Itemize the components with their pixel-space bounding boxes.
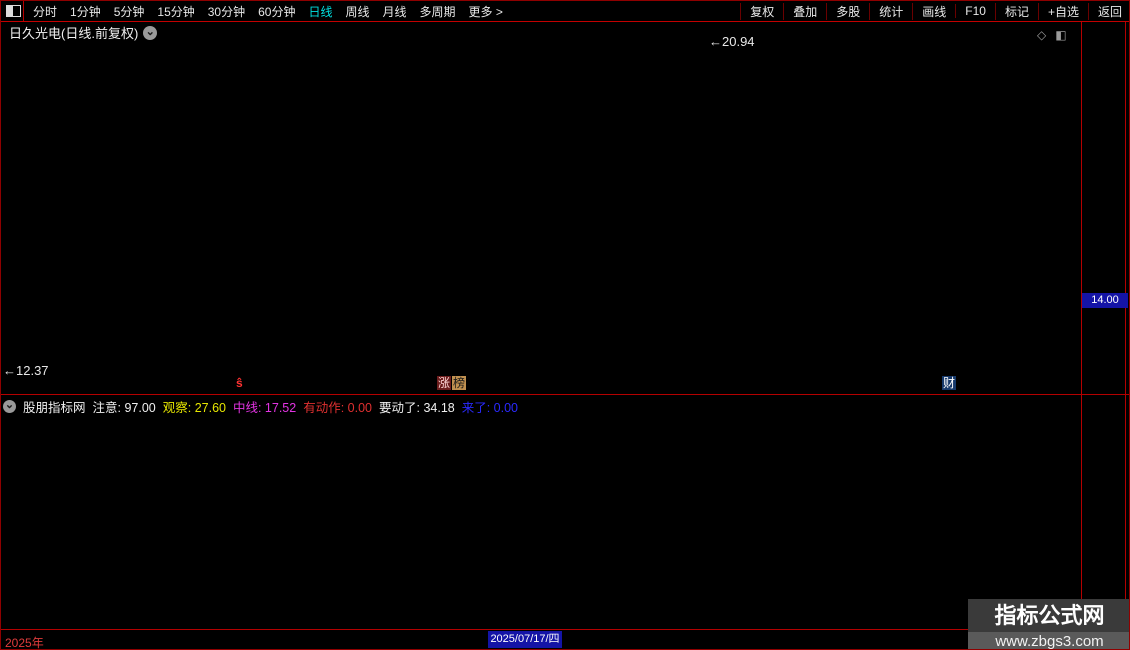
legend-观察: 观察: 27.60 (162, 401, 226, 415)
menu-item-+自选[interactable]: +自选 (1037, 2, 1088, 20)
menu-item-1分钟[interactable]: 1分钟 (70, 4, 101, 19)
chevron-down-icon[interactable]: ⌄ (143, 25, 158, 40)
menu-item-多股[interactable]: 多股 (826, 2, 869, 20)
panel-chevron-icon[interactable]: ⌄ (3, 399, 16, 413)
signal-s-mark: ŝ (236, 376, 243, 390)
watermark-url: www.zbgs3.com (968, 632, 1129, 649)
menu-item-F10[interactable]: F10 (955, 4, 995, 18)
cai-badge[interactable]: 财 (942, 376, 957, 390)
window-split-icon[interactable] (6, 5, 21, 17)
page-title: 日久光电(日线.前复权) (9, 26, 139, 41)
menu-item-月线[interactable]: 月线 (382, 4, 407, 19)
tool-menu: 复权 叠加 多股 统计 画线 F10 标记 +自选 返回 (740, 1, 1129, 21)
cursor-date-box: 2025/07/17/四 (488, 631, 562, 648)
indicator-site-name: 股朋指标网 (23, 401, 86, 415)
menu-item-周线[interactable]: 周线 (345, 4, 370, 19)
panel-split-icon[interactable]: ◧ (1055, 28, 1067, 42)
menu-item-5分钟[interactable]: 5分钟 (113, 4, 145, 19)
menu-item-返回[interactable]: 返回 (1087, 2, 1129, 20)
year-label: 2025年 (5, 636, 44, 650)
time-axis: 2025年 2025/07/17/四 (1, 630, 1129, 650)
menu-item-15分钟[interactable]: 15分钟 (157, 4, 195, 19)
menu-item-画线[interactable]: 画线 (912, 2, 955, 20)
menu-item-分时[interactable]: 分时 (33, 4, 58, 19)
period-menu: 分时 1分钟 5分钟 15分钟 30分钟 60分钟 日线 周线 月线 多周期 更多 > (33, 3, 503, 20)
top-menu-bar: 分时 1分钟 5分钟 15分钟 30分钟 60分钟 日线 周线 月线 多周期 更多 > 复权 叠加 多股… (1, 1, 1129, 22)
menu-item-多周期[interactable]: 多周期 (419, 4, 456, 19)
watermark: 指标公式网 www.zbgs3.com (968, 599, 1129, 649)
low-annotation: ←12.37 (3, 363, 49, 378)
zhang-badge[interactable]: 涨 (437, 376, 452, 390)
indicator-legend: ⌄ 股朋指标网 注意: 97.00 观察: 27.60 中线: 17.52 有动作: … (3, 397, 518, 416)
watermark-title: 指标公式网 (994, 603, 1105, 628)
price-highlight-box: 14.00 (1082, 293, 1128, 308)
menu-item-复权[interactable]: 复权 (740, 2, 783, 20)
menu-item-日线[interactable]: 日线 (308, 4, 333, 19)
legend-中线: 中线: 17.52 (232, 401, 297, 415)
menu-item-统计[interactable]: 统计 (869, 2, 912, 20)
menu-item-标记[interactable]: 标记 (994, 2, 1038, 20)
legend-注意: 注意: 97.00 (92, 401, 156, 415)
menu-item-更多 >[interactable]: 更多 > (468, 4, 503, 19)
diamond-icon[interactable]: ◇ (1037, 28, 1047, 42)
menu-item-叠加[interactable]: 叠加 (783, 2, 826, 20)
legend-要动了: 要动了: 34.18 (379, 401, 455, 415)
legend-有动作: 有动作: 0.00 (303, 401, 372, 415)
menu-item-30分钟[interactable]: 30分钟 (207, 4, 246, 19)
legend-来了: 来了: 0.00 (461, 401, 519, 415)
menu-item-60分钟[interactable]: 60分钟 (258, 4, 296, 19)
high-annotation: ←20.94 (709, 34, 755, 49)
bang-badge[interactable]: 榜 (452, 376, 467, 390)
